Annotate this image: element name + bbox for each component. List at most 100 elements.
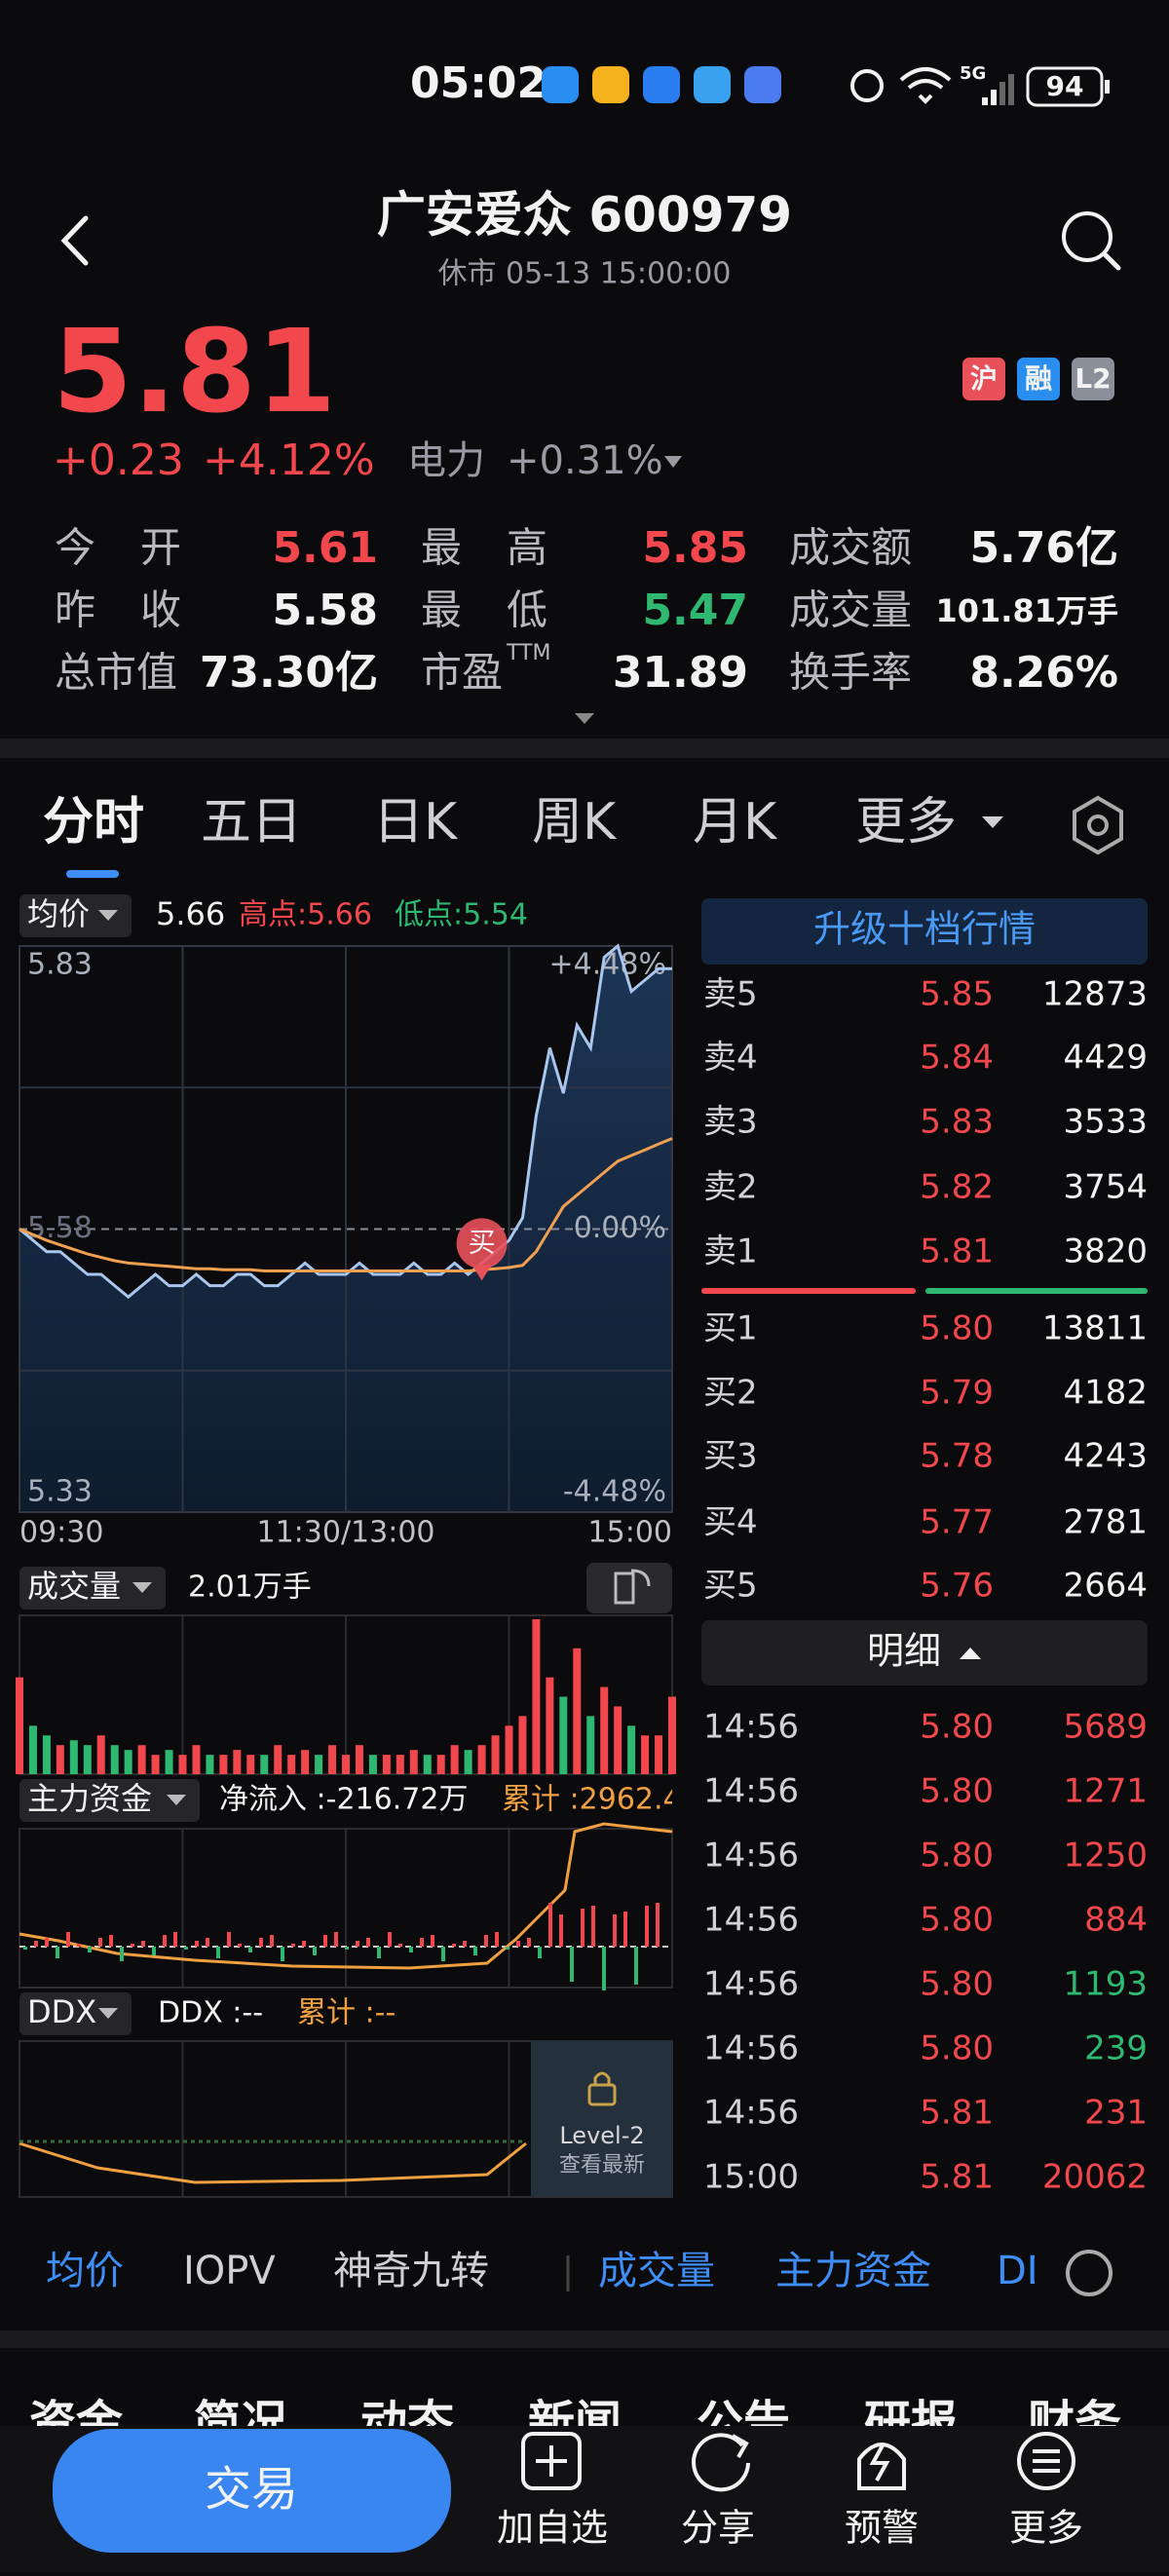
period-tab[interactable]: 分时 <box>43 793 144 852</box>
info-tab[interactable]: 简况 <box>194 2396 287 2450</box>
book-volume: 3820 <box>1063 1232 1148 1271</box>
info-tab[interactable]: 研报 <box>864 2396 958 2450</box>
volume-bar <box>655 1735 663 1774</box>
book-price: 5.81 <box>920 1232 994 1271</box>
trade-button[interactable] <box>53 2429 451 2553</box>
volume-bar <box>110 1745 119 1774</box>
stat-label: 最低 <box>421 587 547 634</box>
search-handle <box>1102 251 1121 271</box>
volume-bar <box>165 1750 173 1774</box>
ask-bar <box>701 1288 916 1294</box>
battery-body <box>1026 66 1104 107</box>
avg-price: 5.66 <box>156 895 225 932</box>
book-level: 卖3 <box>703 1103 758 1142</box>
book-price: 5.79 <box>920 1374 994 1413</box>
book-price: 5.80 <box>920 1309 994 1348</box>
book-volume: 4243 <box>1063 1437 1148 1476</box>
volume-bar <box>28 1725 37 1774</box>
book-volume: 13811 <box>1042 1309 1148 1348</box>
fund-bar <box>227 1932 231 1947</box>
bid-bar <box>925 1288 1148 1294</box>
y-tick-label: 5.33 <box>27 1475 93 1509</box>
fund-bar <box>98 1938 102 1947</box>
indicator-settings[interactable] <box>1066 2250 1112 2296</box>
info-tab[interactable]: 财务 <box>1028 2396 1121 2450</box>
book-level: 卖4 <box>703 1039 758 1078</box>
icon-alert <box>857 2443 906 2490</box>
period-tab[interactable]: 五日 <box>201 793 302 852</box>
fund-bar <box>141 1941 145 1947</box>
stat-value: 31.89 <box>613 648 748 698</box>
search-button[interactable] <box>1062 211 1112 262</box>
section-divider <box>0 2330 1169 2348</box>
volume-bar <box>301 1750 310 1774</box>
fund-bar <box>238 1944 242 1947</box>
book-volume: 2781 <box>1063 1503 1148 1542</box>
fund-bar <box>420 1938 424 1947</box>
period-tab[interactable]: 月K <box>693 793 778 852</box>
fund-bar <box>634 1947 638 1985</box>
indicator-tab[interactable]: 均价 <box>46 2249 124 2293</box>
bar-action[interactable]: 加自选 <box>497 2507 608 2550</box>
bar-action[interactable]: 分享 <box>681 2507 755 2550</box>
fund-bar <box>34 1941 38 1947</box>
indicator-select[interactable] <box>19 894 132 937</box>
info-tab[interactable]: 公告 <box>697 2396 790 2450</box>
info-tab[interactable]: 动态 <box>360 2396 454 2450</box>
period-tab[interactable]: 更多 <box>855 793 957 852</box>
wifi-icon <box>899 67 952 104</box>
volume-bar <box>315 1755 323 1774</box>
bar-action[interactable]: 更多 <box>1009 2507 1083 2550</box>
badge <box>962 358 1005 400</box>
stat-value: 101.81万手 <box>936 592 1119 629</box>
info-tab[interactable]: 资金 <box>29 2396 124 2450</box>
info-tab[interactable]: 新闻 <box>528 2396 622 2450</box>
indicator-tab[interactable]: 主力资金 <box>775 2249 931 2293</box>
fund-bar <box>88 1947 92 1952</box>
trade-volume: 5689 <box>1063 1708 1148 1747</box>
trade-volume: 20062 <box>1042 2158 1148 2197</box>
chart-toggle[interactable] <box>586 1563 672 1613</box>
fund-bar <box>216 1947 220 1958</box>
book-level: 买1 <box>703 1309 758 1348</box>
upgrade-button[interactable] <box>701 898 1148 965</box>
volume-bar <box>192 1745 201 1774</box>
stat-label: 总市值 <box>55 649 177 697</box>
back-button[interactable] <box>60 215 89 266</box>
stat-label: 最高 <box>421 524 547 572</box>
lock-shackle <box>593 2071 611 2085</box>
indicator-select[interactable] <box>19 1567 166 1610</box>
fund-bar <box>163 1935 167 1947</box>
fund-bar <box>516 1941 520 1947</box>
indicator-tab[interactable]: DDX <box>997 2249 1083 2293</box>
volume-value: 2.01万手 <box>188 1571 312 1605</box>
indicator-select[interactable] <box>19 1992 132 2035</box>
detail-arrow <box>960 1648 981 1659</box>
period-tab[interactable]: 日K <box>373 793 459 852</box>
indicator-select[interactable] <box>19 1779 200 1822</box>
bar-action[interactable]: 预警 <box>845 2507 919 2550</box>
volume-bar <box>287 1755 296 1774</box>
level2-lock[interactable] <box>531 2041 672 2197</box>
fund-bar <box>323 1935 327 1947</box>
expand-arrow[interactable] <box>575 713 594 724</box>
indicator-tab[interactable]: 成交量 <box>598 2249 715 2293</box>
trade-time: 15:00 <box>703 2158 799 2197</box>
buy-marker <box>456 1218 508 1269</box>
trade-time: 14:56 <box>703 2094 799 2133</box>
volume-bar <box>178 1755 187 1774</box>
volume-bar <box>260 1755 269 1774</box>
fund-bar <box>291 1944 295 1947</box>
settings-button[interactable] <box>1073 795 1123 855</box>
trade-volume: 231 <box>1084 2094 1148 2133</box>
book-volume: 4429 <box>1063 1039 1148 1078</box>
detail-button[interactable] <box>701 1620 1148 1686</box>
book-price: 5.78 <box>920 1437 994 1476</box>
volume-bar <box>274 1745 283 1774</box>
more-arrow <box>982 816 1003 828</box>
indicator-tab[interactable]: 神奇九转 <box>333 2249 489 2293</box>
period-tab[interactable]: 周K <box>532 793 618 852</box>
fund-bar <box>602 1947 606 1990</box>
indicator-tab[interactable]: IOPV <box>183 2249 276 2293</box>
network-label: 5G <box>960 63 986 84</box>
